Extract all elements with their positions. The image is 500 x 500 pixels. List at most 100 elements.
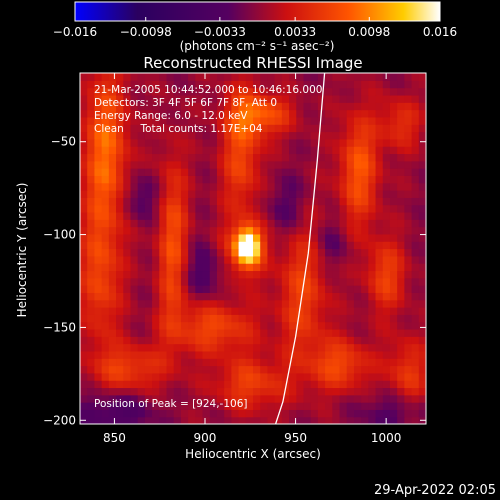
heatmap-cell [303,307,312,315]
heatmap-cell [361,204,369,213]
heatmap-cell [296,116,305,125]
heatmap-cell [231,146,240,155]
heatmap-cell [144,80,153,89]
heatmap-cell [94,204,103,213]
heatmap-cell [310,94,319,103]
heatmap-cell [260,73,269,81]
heatmap-cell [80,292,88,301]
heatmap-cell [296,343,305,352]
heatmap-cell [245,372,254,381]
heatmap-cell [159,263,168,272]
heatmap-cell [289,182,297,191]
heatmap-cell [325,168,333,176]
heatmap-cell [296,350,305,359]
heatmap-cell [339,263,348,272]
heatmap-cell [289,87,297,96]
heatmap-cell [274,328,283,337]
heatmap-cell [361,241,369,250]
heatmap-cell [303,87,312,96]
heatmap-cell [368,285,377,293]
heatmap-cell [144,182,153,191]
heatmap-cell [238,380,247,389]
heatmap-cell [303,175,312,184]
heatmap-cell [152,328,160,337]
heatmap-cell [382,197,391,206]
heatmap-cell [195,116,204,125]
heatmap-cell [346,307,355,315]
heatmap-cell [361,226,369,235]
heatmap-cell [209,314,218,323]
heatmap-cell [209,270,218,279]
heatmap-cell [418,343,426,352]
heatmap-cell [260,270,269,279]
heatmap-cell [166,372,175,381]
heatmap-cell [325,226,333,235]
heatmap-cell [166,80,175,89]
heatmap-cell [166,409,175,418]
heatmap-cell [289,197,297,206]
heatmap-cell [411,299,420,308]
heatmap-cell [224,402,232,410]
heatmap-cell [224,160,232,169]
heatmap-cell [159,328,168,337]
heatmap-cell [188,175,196,184]
heatmap-cell [224,263,232,272]
heatmap-cell [281,131,290,140]
heatmap-cell [108,350,117,359]
heatmap-cell [101,350,110,359]
heatmap-cell [87,80,96,89]
heatmap-cell [382,146,391,155]
heatmap-cell [411,350,420,359]
heatmap-cell [310,116,319,125]
heatmap-cell [166,211,175,220]
heatmap-cell [353,175,362,184]
heatmap-cell [130,87,139,96]
heatmap-cell [317,416,326,424]
heatmap-cell [253,116,261,125]
heatmap-cell [418,109,426,118]
heatmap-cell [418,204,426,213]
heatmap-cell [130,409,139,418]
heatmap-cell [173,343,182,352]
heatmap-cell [332,226,341,235]
heatmap-cell [325,146,333,155]
heatmap-cell [361,387,369,396]
heatmap-cell [238,292,247,301]
heatmap-cell [87,409,96,418]
heatmap-cell [130,197,139,206]
heatmap-cell [382,175,391,184]
heatmap-cell [361,87,369,96]
heatmap-cell [346,336,355,345]
heatmap-cell [267,168,276,176]
heatmap-cell [130,314,139,323]
heatmap-cell [180,241,189,250]
heatmap-cell [108,321,117,330]
heatmap-cell [130,321,139,330]
heatmap-cell [353,160,362,169]
heatmap-cell [224,87,232,96]
heatmap-cell [310,336,319,345]
heatmap-cell [267,380,276,389]
heatmap-cell [368,307,377,315]
heatmap-cell [202,94,211,103]
heatmap-cell [267,146,276,155]
heatmap-cell [80,321,88,330]
heatmap-cell [80,153,88,162]
heatmap-cell [281,153,290,162]
heatmap-cell [94,109,103,118]
heatmap-cell [411,263,420,272]
heatmap-cell [195,277,204,286]
heatmap-cell [317,131,326,140]
heatmap-cell [216,80,225,89]
heatmap-cell [116,197,124,206]
heatmap-cell [289,358,297,367]
heatmap-cell [238,124,247,133]
heatmap-cell [87,116,96,125]
heatmap-cell [389,109,398,118]
heatmap-cell [325,94,333,103]
heatmap-cell [108,277,117,286]
heatmap-cell [303,292,312,301]
heatmap-cell [123,153,132,162]
heatmap-cell [195,416,204,424]
heatmap-cell [224,211,232,220]
